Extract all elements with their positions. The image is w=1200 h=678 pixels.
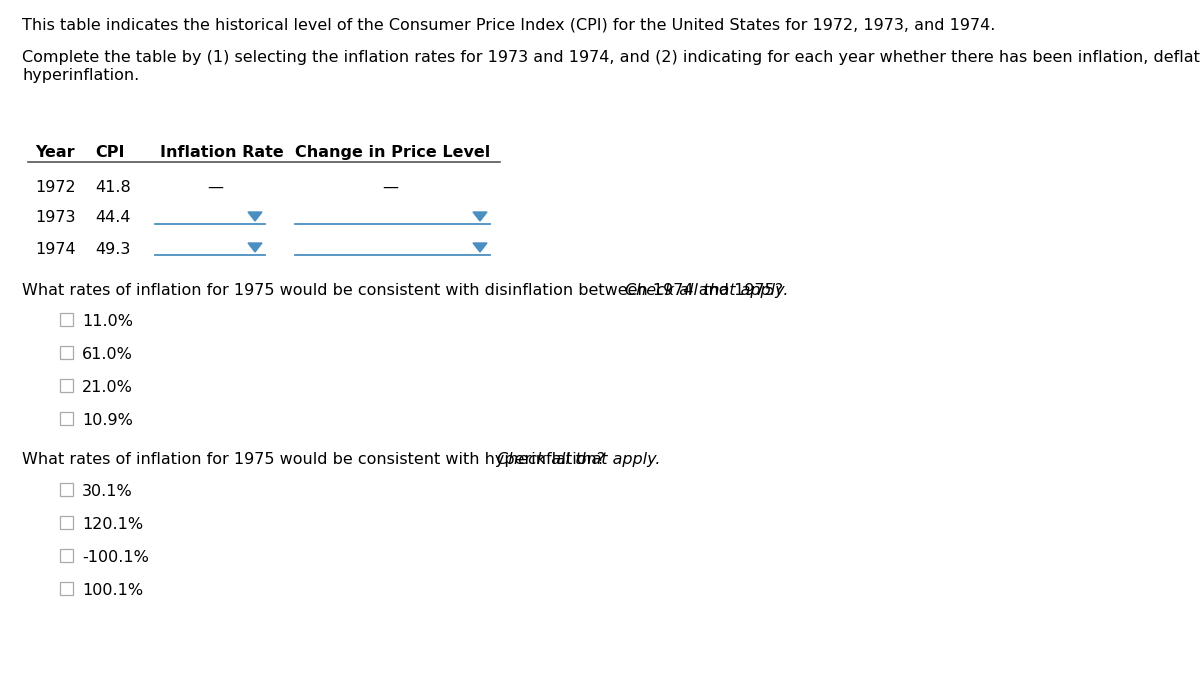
Text: 1972: 1972 (35, 180, 76, 195)
Text: 49.3: 49.3 (95, 241, 131, 256)
Text: Change in Price Level: Change in Price Level (295, 145, 491, 160)
Text: 120.1%: 120.1% (82, 517, 143, 532)
Text: Check all that apply.: Check all that apply. (625, 283, 788, 298)
Text: —: — (208, 180, 223, 195)
Text: 61.0%: 61.0% (82, 347, 133, 362)
Text: This table indicates the historical level of the Consumer Price Index (CPI) for : This table indicates the historical leve… (22, 18, 995, 33)
Bar (60, 313, 73, 326)
Text: 1973: 1973 (35, 210, 76, 226)
Text: 10.9%: 10.9% (82, 413, 133, 428)
Text: Complete the table by (1) selecting the inflation rates for 1973 and 1974, and (: Complete the table by (1) selecting the … (22, 50, 1200, 65)
Text: —: — (382, 180, 398, 195)
Bar (60, 516, 73, 529)
Text: 1974: 1974 (35, 241, 76, 256)
Polygon shape (473, 212, 487, 221)
Text: 44.4: 44.4 (95, 210, 131, 226)
Bar (60, 412, 73, 425)
Text: -100.1%: -100.1% (82, 550, 149, 565)
Polygon shape (248, 212, 262, 221)
Polygon shape (473, 243, 487, 252)
Text: 100.1%: 100.1% (82, 583, 143, 598)
Text: hyperinflation.: hyperinflation. (22, 68, 139, 83)
Text: CPI: CPI (95, 145, 125, 160)
Text: 21.0%: 21.0% (82, 380, 133, 395)
Text: 41.8: 41.8 (95, 180, 131, 195)
Polygon shape (248, 243, 262, 252)
Bar (60, 582, 73, 595)
Bar (60, 483, 73, 496)
Text: 11.0%: 11.0% (82, 314, 133, 329)
Text: What rates of inflation for 1975 would be consistent with disinflation between 1: What rates of inflation for 1975 would b… (22, 283, 788, 298)
Text: Inflation Rate: Inflation Rate (160, 145, 283, 160)
Text: What rates of inflation for 1975 would be consistent with hyperinflation?: What rates of inflation for 1975 would b… (22, 452, 611, 467)
Text: Check all that apply.: Check all that apply. (497, 452, 660, 467)
Bar (60, 346, 73, 359)
Bar (60, 379, 73, 392)
Text: 30.1%: 30.1% (82, 484, 133, 499)
Text: Year: Year (35, 145, 74, 160)
Bar (60, 549, 73, 562)
